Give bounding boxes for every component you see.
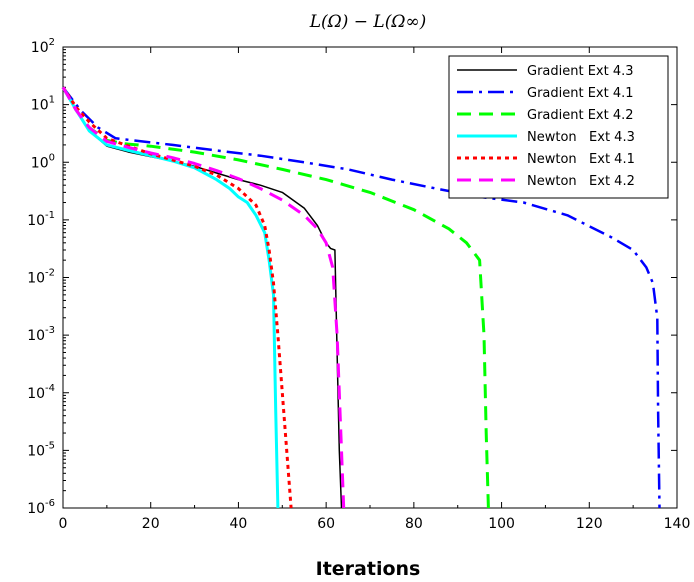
y-tick-label: 102 <box>31 37 55 56</box>
y-tick-exponent: -6 <box>45 498 55 509</box>
y-tick-exponent: -4 <box>45 383 55 394</box>
y-tick-label: 10-1 <box>27 210 55 229</box>
x-tick-label: 60 <box>317 516 335 532</box>
y-tick-base: 10 <box>27 443 45 459</box>
series-line-6 <box>61 86 346 509</box>
y-tick-exponent: -2 <box>45 268 55 279</box>
y-tick-base: 10 <box>27 386 45 402</box>
y-tick-base: 10 <box>27 501 45 517</box>
x-tick-label: 0 <box>59 516 68 532</box>
legend-label-2: Gradient Ext 4.1 <box>527 86 634 101</box>
series-line-4 <box>61 86 280 509</box>
x-tick-label: 100 <box>488 516 515 532</box>
x-tick-label: 40 <box>230 516 248 532</box>
plot-area: 0 20 40 60 80 100 120 14010210110010-110-210-31… <box>27 37 690 532</box>
y-tick-exponent: -5 <box>45 440 55 451</box>
y-tick-exponent: 0 <box>49 152 55 163</box>
y-tick-base: 10 <box>27 213 45 229</box>
legend: Gradient Ext 4.3 Gradient Ext 4.1 Gradient… <box>448 55 669 199</box>
y-tick-label: 100 <box>31 152 55 171</box>
x-tick-label: 120 <box>576 516 603 532</box>
y-tick-label: 10-2 <box>27 268 55 287</box>
y-tick-exponent: 1 <box>49 95 55 106</box>
legend-label-4: Newton Ext 4.3 <box>527 130 635 145</box>
x-axis-label: Iterations <box>316 558 421 580</box>
legend-label-1: Gradient Ext 4.3 <box>527 64 634 79</box>
x-tick-label: 80 <box>405 516 423 532</box>
legend-label-5: Newton Ext 4.1 <box>527 152 635 167</box>
y-tick-base: 10 <box>31 98 49 114</box>
series-line-1 <box>62 86 343 509</box>
y-tick-base: 10 <box>27 271 45 287</box>
y-tick-label: 10-3 <box>27 325 55 344</box>
y-tick-base: 10 <box>31 155 49 171</box>
x-tick-label: 140 <box>664 516 691 532</box>
y-tick-base: 10 <box>31 40 49 56</box>
legend-box <box>448 55 669 199</box>
y-tick-exponent: -1 <box>45 210 55 221</box>
y-tick-exponent: -3 <box>45 325 55 336</box>
y-tick-exponent: 2 <box>49 37 55 48</box>
legend-label-6: Newton Ext 4.2 <box>527 174 635 189</box>
y-tick-label: 101 <box>31 95 55 114</box>
y-tick-label: 10-5 <box>27 440 55 459</box>
y-tick-base: 10 <box>27 328 45 344</box>
legend-label-3: Gradient Ext 4.2 <box>527 108 634 123</box>
y-tick-label: 10-6 <box>27 498 55 517</box>
x-tick-label: 20 <box>142 516 160 532</box>
chart-title: L(Ω) − L(Ω∞) <box>309 12 427 32</box>
series-line-2 <box>62 86 661 509</box>
y-tick-label: 10-4 <box>27 383 55 402</box>
